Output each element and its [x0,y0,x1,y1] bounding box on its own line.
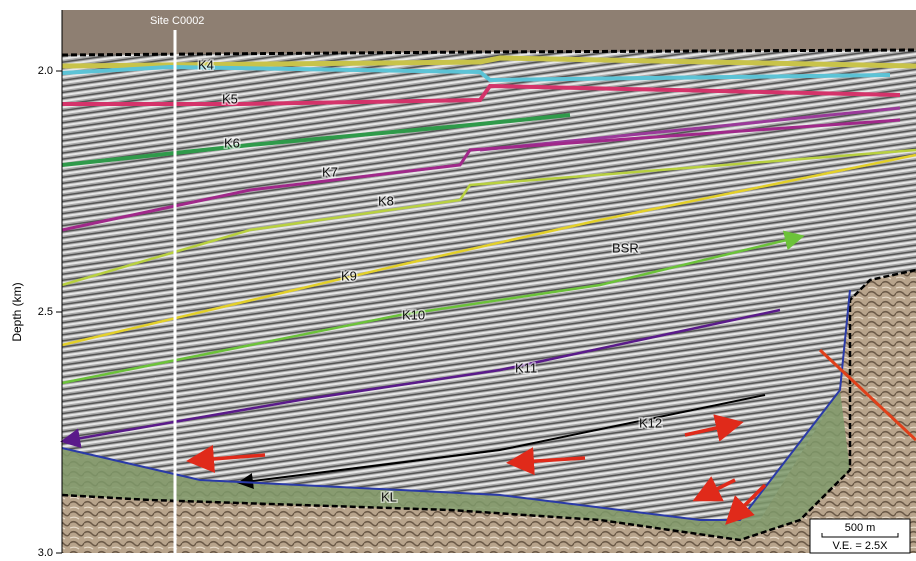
horizon-label: K11 [515,360,537,375]
horizon-label: K8 [378,193,394,208]
scale-length: 500 m [845,522,876,534]
depth-axis: 2.0 2.5 3.0 Depth (km) [10,10,63,559]
tick-label: 2.0 [38,65,53,77]
horizon-label: KL [381,489,397,504]
horizon-label: K9 [341,268,357,283]
axis-label: Depth (km) [10,282,24,341]
bsr-label: BSR [612,240,639,255]
tick-label: 2.5 [38,306,53,318]
site-label: Site C0002 [150,15,204,27]
horizon-label: K6 [224,135,240,150]
horizon-label: K4 [198,57,214,72]
scale-exaggeration: V.E. = 2.5X [833,540,889,552]
horizon-label: K7 [322,164,338,179]
tick-label: 3.0 [38,547,53,559]
slip-arrows [186,414,767,525]
horizon-label: K10 [402,307,425,322]
image-area: Site C0002 K4 K5 K6 K7 K8 K9 K10 K11 K12… [60,10,916,554]
horizon-label: K12 [639,415,662,430]
scale-bar: 500 m V.E. = 2.5X [809,518,911,554]
horizon-label: K5 [222,91,238,106]
